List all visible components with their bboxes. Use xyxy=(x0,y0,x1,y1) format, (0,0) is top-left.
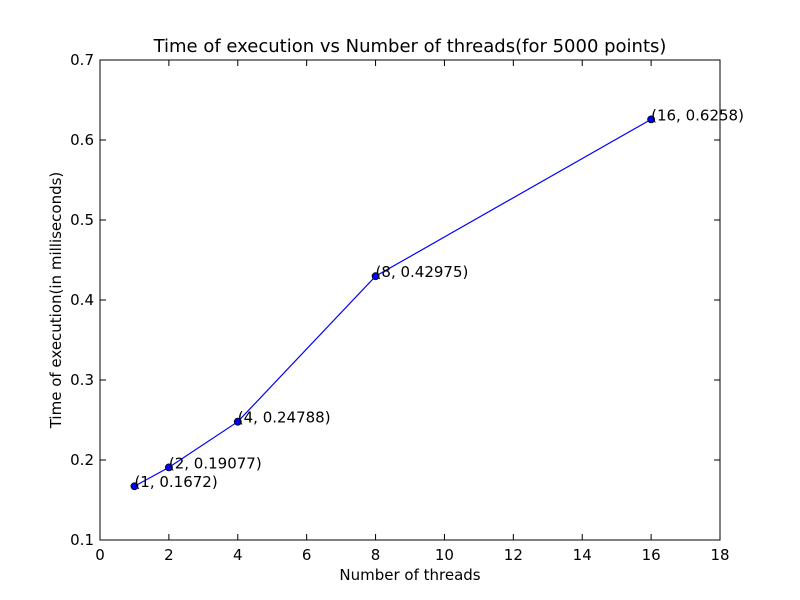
y-tick-label: 0.3 xyxy=(70,371,94,389)
data-point xyxy=(164,463,173,472)
y-tick-label: 0.4 xyxy=(70,291,94,309)
plot-frame xyxy=(99,59,721,541)
x-tick-label: 2 xyxy=(164,546,174,564)
y-tick-label: 0.6 xyxy=(70,131,94,149)
data-point-label: (16, 0.6258) xyxy=(651,106,744,124)
data-point-label: (2, 0.19077) xyxy=(169,454,262,472)
x-tick-label: 18 xyxy=(710,546,729,564)
x-tick-label: 4 xyxy=(233,546,243,564)
data-point xyxy=(371,272,380,281)
x-tick-label: 10 xyxy=(435,546,454,564)
data-point xyxy=(130,482,139,491)
ticks-layer: 0 2 4 6 8 10 12 14 16 18 0.1 0.2 0.3 0.4 0.5 0.6 0.7 xyxy=(70,51,729,564)
y-tick-label: 0.1 xyxy=(70,531,94,549)
y-axis-label: Time of execution(in milliseconds) xyxy=(47,172,65,430)
data-labels-layer: (1, 0.1672)(2, 0.19077) (4, 0.24788) (8, 0… xyxy=(134,106,743,491)
data-point-label: (1, 0.1672) xyxy=(134,473,217,491)
y-tick-label: 0.5 xyxy=(70,211,94,229)
x-axis-label: Number of threads xyxy=(339,566,480,584)
y-tick-label: 0.7 xyxy=(70,51,94,69)
series-layer xyxy=(130,115,656,491)
data-point-label: (8, 0.42975) xyxy=(376,263,469,281)
series-line xyxy=(134,118,652,487)
x-tick-label: 8 xyxy=(371,546,381,564)
x-tick-label: 0 xyxy=(95,546,105,564)
chart-title: Time of execution vs Number of threads(f… xyxy=(153,36,667,57)
y-tick-label: 0.2 xyxy=(70,451,94,469)
x-tick-label: 16 xyxy=(642,546,661,564)
x-tick-label: 12 xyxy=(504,546,523,564)
x-tick-label: 6 xyxy=(302,546,312,564)
data-point xyxy=(233,417,242,426)
data-point xyxy=(647,115,656,124)
data-point-label: (4, 0.24788) xyxy=(238,409,331,427)
x-tick-label: 14 xyxy=(573,546,592,564)
